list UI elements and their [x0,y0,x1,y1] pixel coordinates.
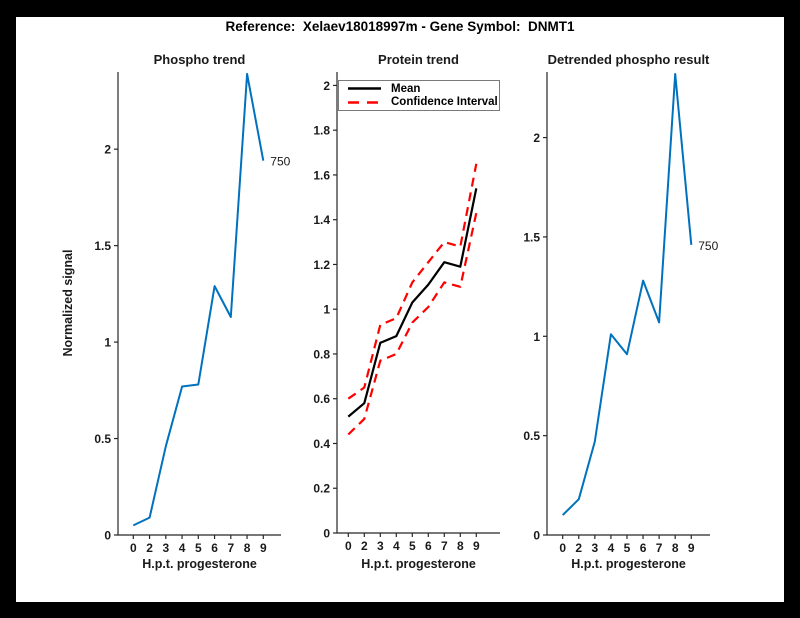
y-tick-label: 0.4 [313,437,330,451]
subplot3-title: Detrended phospho result [547,52,710,67]
series-mean [347,188,478,418]
subplot3-xlabel: H.p.t. progesterone [571,557,686,571]
y-tick-label: 2 [533,131,540,145]
y-tick-label: 1 [533,330,540,344]
x-tick-label: 9 [688,541,695,555]
x-tick-label: 8 [244,541,251,555]
mean-line-sample-icon [348,87,381,91]
x-tick-label: 4 [608,541,615,555]
y-tick-label: 0.5 [523,429,540,443]
legend-row-mean: Mean [339,82,499,95]
x-tick-label: 6 [640,541,647,555]
y-tick-label: 1.2 [313,258,330,272]
subplot2-title: Protein trend [378,52,459,67]
series-detrended-phospho [561,73,693,516]
axes-lines [336,72,500,534]
x-tick-label: 0 [345,539,352,553]
y-tick-label: 0.6 [313,392,330,406]
x-tick-label: 2 [146,541,153,555]
x-tick-label: 3 [377,539,384,553]
x-tick-label: 0 [130,541,137,555]
legend-ci-label: Confidence Interval [391,96,498,109]
legend-mean-label: Mean [391,82,421,95]
x-tick-label: 5 [409,539,416,553]
x-tick-label: 8 [457,539,464,553]
x-tick-label: 3 [162,541,169,555]
series-ci-lower [347,212,478,436]
y-tick-label: 1 [323,303,330,317]
x-tick-label: 3 [591,541,598,555]
subplot-2: 00.20.40.60.811.21.41.61.820 2 3 4 5 6 7 8 9 [313,72,500,553]
x-tick-label: 5 [624,541,631,555]
annotation-750: 750 [698,239,718,253]
series-ci-upper [347,163,478,400]
subplot1-xlabel: H.p.t. progesterone [142,557,257,571]
y-tick-label: 1.4 [313,213,330,227]
x-tick-label: 0 [559,541,566,555]
series-phospho-signal [132,72,265,527]
legend-box: Mean Confidence Interval [338,80,500,111]
y-tick-label: 0.2 [313,482,330,496]
y-tick-label: 0.5 [94,432,111,446]
y-tick-label: 1.6 [313,168,330,182]
y-tick-label: 1.5 [94,239,111,253]
annotation-750: 750 [270,155,290,169]
figure-title: Reference: Xelaev18018997m - Gene Symbol… [225,19,575,34]
subplot1-title: Phospho trend [153,52,246,67]
x-tick-label: 7 [656,541,663,555]
x-tick-label: 4 [393,539,400,553]
x-tick-label: 9 [473,539,480,553]
y-tick-label: 2 [323,79,330,93]
ci-line-sample-icon [348,100,381,104]
subplot2-xlabel: H.p.t. progesterone [361,557,476,571]
axes-lines [546,72,710,536]
y-tick-label: 2 [104,143,111,157]
x-tick-label: 2 [361,539,368,553]
x-tick-label: 4 [179,541,186,555]
x-tick-label: 8 [672,541,679,555]
y-tick-label: 1 [104,336,111,350]
axes-lines [117,72,281,536]
x-tick-label: 5 [195,541,202,555]
x-tick-label: 7 [441,539,448,553]
x-tick-label: 6 [425,539,432,553]
y-tick-label: 1.8 [313,124,330,138]
y-tick-label: 1.5 [523,230,540,244]
y-tick-label: 0 [323,527,330,541]
y-tick-label: 0 [533,529,540,543]
x-tick-label: 7 [227,541,234,555]
y-tick-label: 0 [104,529,111,543]
x-tick-label: 9 [260,541,267,555]
x-tick-label: 6 [211,541,218,555]
x-tick-label: 2 [575,541,582,555]
legend-row-ci: Confidence Interval [339,96,499,109]
y-tick-label: 0.8 [313,347,330,361]
